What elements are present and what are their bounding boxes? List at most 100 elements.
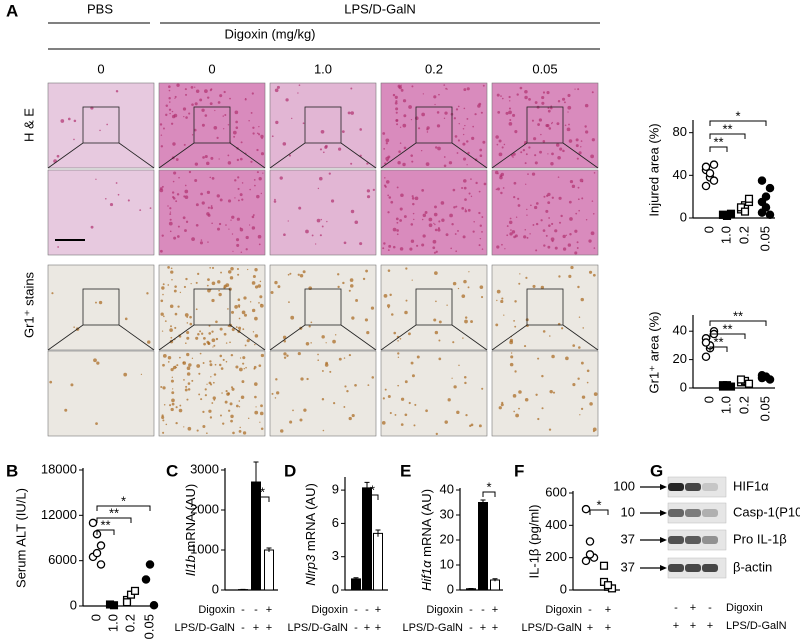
stain-dot [584, 125, 587, 128]
stain-dot [500, 172, 505, 177]
stain-dot [568, 123, 570, 126]
stain-dot [315, 243, 317, 245]
stain-dot [207, 213, 211, 217]
stain-dot [169, 211, 172, 213]
stain-dot [239, 426, 241, 429]
stain-dot [572, 383, 576, 387]
stain-dot [302, 122, 305, 125]
stain-dot [171, 402, 175, 406]
stain-dot [564, 124, 567, 127]
stain-dot [179, 404, 182, 407]
stain-dot [416, 244, 419, 247]
stain-dot [218, 292, 222, 297]
stain-dot [169, 207, 172, 210]
inset-box [82, 288, 120, 326]
stain-dot [554, 229, 558, 233]
condition-name: Digoxin [198, 604, 235, 616]
data-point [585, 550, 595, 559]
stain-dot [338, 357, 342, 361]
data-point [709, 176, 719, 185]
stain-dot [232, 130, 237, 135]
blot-band [685, 483, 701, 491]
stain-dot [185, 93, 188, 96]
stain-dot [501, 297, 504, 300]
stain-dot [578, 151, 582, 155]
stain-dot [411, 374, 415, 378]
stain-dot [426, 126, 430, 130]
stain-dot [282, 335, 287, 340]
stain-dot [425, 409, 428, 413]
stain-dot [230, 219, 232, 221]
y-tick-label: 400 [545, 517, 567, 532]
stain-dot [581, 395, 586, 399]
data-point [765, 183, 775, 193]
stain-dot [207, 288, 211, 293]
arrow-head [660, 565, 667, 571]
stain-dot [481, 216, 484, 218]
stain-dot [226, 392, 230, 396]
stain-dot [193, 128, 197, 132]
stain-dot [574, 229, 578, 233]
stain-dot [505, 111, 509, 115]
stain-dot [190, 283, 192, 285]
stain-dot [390, 200, 394, 204]
x-tick-label: 0 [701, 396, 716, 403]
stain-dot [243, 296, 247, 300]
stain-dot [173, 236, 177, 240]
data-point [581, 504, 591, 514]
stain-dot [367, 384, 370, 387]
stain-dot [234, 110, 239, 115]
significance-bracket [709, 146, 728, 152]
stain-dot [242, 356, 246, 360]
dose-label: 0 [208, 61, 215, 76]
stain-dot [546, 91, 550, 95]
y-axis-label: Nlrp3 mRNA (AU) [303, 483, 318, 586]
stain-dot [191, 134, 194, 136]
stain-dot [443, 84, 446, 86]
stain-dot [163, 315, 165, 318]
stain-dot [171, 391, 175, 395]
stain-dot [399, 142, 402, 144]
stain-dot [161, 286, 165, 290]
stain-dot [189, 315, 192, 319]
stain-dot [235, 404, 239, 408]
bar [362, 487, 372, 591]
stain-dot [416, 355, 420, 359]
stain-dot [428, 223, 433, 228]
stain-dot [426, 131, 429, 133]
stain-dot [211, 402, 214, 404]
stain-dot [585, 130, 589, 134]
stain-dot [254, 268, 258, 272]
stain-dot [543, 195, 546, 198]
stain-dot [574, 251, 578, 255]
stain-dot [514, 130, 518, 134]
stain-dot [64, 408, 68, 412]
data-point [709, 160, 719, 169]
stain-dot [219, 94, 223, 98]
stain-dot [162, 127, 165, 130]
stain-dot [385, 156, 390, 161]
stain-dot [397, 384, 400, 387]
stain-dot [514, 325, 517, 328]
stain-dot [581, 197, 584, 200]
row-label: H & E [21, 108, 36, 142]
stain-dot [414, 403, 417, 406]
bar [373, 532, 383, 591]
stain-dot [551, 152, 554, 156]
bar [351, 578, 361, 591]
stain-dot [239, 329, 241, 331]
stain-dot [440, 201, 445, 205]
stain-dot [216, 136, 219, 139]
stain-dot [231, 387, 235, 391]
significance-bracket [366, 494, 379, 500]
stain-dot [549, 389, 553, 394]
stain-dot [454, 135, 458, 138]
stain-dot [512, 156, 514, 158]
stain-dot [196, 429, 199, 432]
significance-bracket [709, 320, 767, 326]
stain-dot [531, 119, 534, 122]
inset-line [269, 142, 306, 169]
stain-dot [206, 383, 208, 385]
stain-dot [510, 229, 512, 231]
stain-dot [437, 146, 441, 151]
